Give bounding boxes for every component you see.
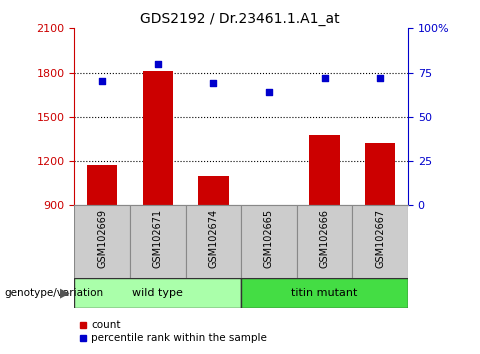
Bar [186, 205, 241, 278]
Text: genotype/variation: genotype/variation [5, 288, 104, 298]
Point [98, 79, 106, 84]
Point [376, 75, 384, 81]
Text: titin mutant: titin mutant [291, 288, 358, 298]
Point [210, 80, 217, 86]
Text: GSM102666: GSM102666 [320, 209, 330, 268]
Bar [143, 71, 173, 205]
Text: ▶: ▶ [60, 286, 70, 299]
Text: wild type: wild type [132, 288, 183, 298]
Text: GSM102669: GSM102669 [97, 209, 107, 268]
Text: GSM102667: GSM102667 [375, 209, 385, 268]
Bar [241, 205, 297, 278]
Text: GSM102665: GSM102665 [264, 209, 274, 268]
Point [265, 89, 273, 95]
Bar [297, 205, 352, 278]
Point [154, 61, 162, 67]
Bar [309, 135, 340, 205]
Point [321, 75, 328, 81]
Bar [130, 205, 186, 278]
Bar [241, 278, 408, 308]
Bar [74, 205, 130, 278]
Bar [87, 165, 118, 205]
Bar [365, 143, 396, 205]
Text: GSM102671: GSM102671 [153, 209, 163, 268]
Text: GSM102674: GSM102674 [208, 209, 218, 268]
Bar [74, 278, 241, 308]
Text: GDS2192 / Dr.23461.1.A1_at: GDS2192 / Dr.23461.1.A1_at [140, 12, 340, 27]
Bar [198, 176, 228, 205]
Legend: count, percentile rank within the sample: count, percentile rank within the sample [80, 320, 267, 343]
Bar [352, 205, 408, 278]
